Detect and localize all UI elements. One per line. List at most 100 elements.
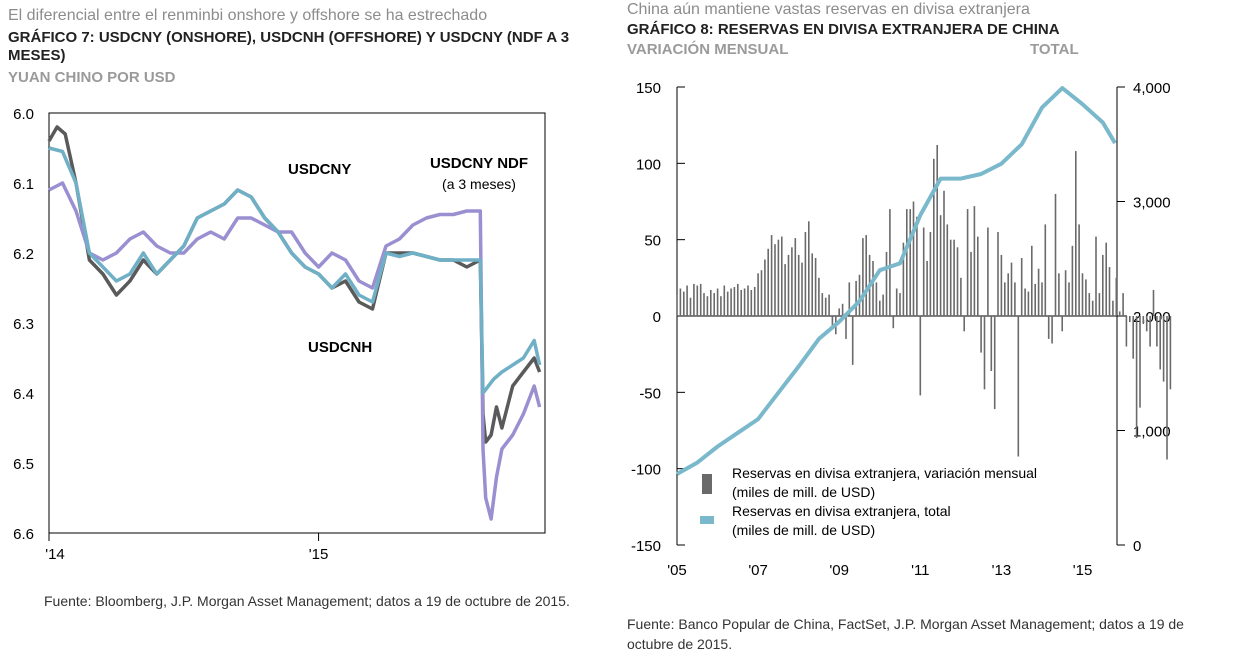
monthly-change-bar <box>821 293 824 316</box>
monthly-change-bar <box>926 261 928 316</box>
monthly-change-bar <box>1061 316 1063 332</box>
monthly-change-bar <box>770 235 773 316</box>
right-ytick-label: 150 <box>636 80 661 97</box>
total-reserves-line <box>676 86 1117 476</box>
ndf-annotation-line2: (a 3 meses) <box>442 176 516 192</box>
right-source: Fuente: Banco Popular de China, FactSet,… <box>627 616 1184 652</box>
monthly-change-bar <box>1166 316 1168 460</box>
left-xtick-label: '15 <box>309 546 329 563</box>
monthly-change-bar <box>1044 224 1047 316</box>
monthly-change-bar <box>885 251 888 316</box>
right-unit-right: TOTAL <box>1030 41 1079 58</box>
monthly-change-bar <box>906 209 908 316</box>
monthly-change-bar <box>706 296 709 316</box>
monthly-change-bar <box>1007 273 1009 316</box>
left-source: Fuente: Bloomberg, J.P. Morgan Asset Man… <box>44 593 570 609</box>
monthly-change-bar <box>676 294 678 316</box>
left-chart-title: GRÁFICO 7: USDCNY (ONSHORE), USDCNH (OFF… <box>8 29 570 64</box>
monthly-change-bar <box>933 158 935 316</box>
monthly-change-bar <box>1054 193 1057 316</box>
monthly-change-bar <box>720 296 722 316</box>
monthly-change-bar <box>1152 290 1155 316</box>
right-xtick-label: '05 <box>667 562 687 579</box>
right-ytick-label: -150 <box>631 538 661 555</box>
left-line-chart: 6.0 6.1 6.2 6.3 6.4 6.5 6.6 '14 '15 USDCNY USDC… <box>13 106 546 563</box>
monthly-change-bar <box>1156 316 1158 347</box>
monthly-change-bar <box>1031 245 1033 316</box>
right-ytick-label: -100 <box>631 462 661 479</box>
monthly-change-bar <box>970 251 972 316</box>
monthly-change-bar <box>1010 262 1013 316</box>
monthly-change-bar <box>882 294 884 316</box>
right-y2tick-label: 2,000 <box>1133 309 1171 326</box>
monthly-change-bar <box>855 280 857 316</box>
monthly-change-bar <box>1071 245 1074 316</box>
monthly-change-bar <box>683 291 685 316</box>
monthly-change-bar <box>862 238 864 316</box>
monthly-change-bar <box>716 288 719 316</box>
monthly-change-bar <box>953 239 955 316</box>
monthly-change-bar <box>1112 300 1114 316</box>
monthly-change-bar <box>1085 279 1087 316</box>
monthly-change-bar <box>949 239 952 316</box>
monthly-change-bar <box>1102 254 1104 316</box>
monthly-change-bar <box>922 227 925 316</box>
monthly-change-bar <box>828 294 830 316</box>
monthly-change-bar <box>767 248 769 316</box>
monthly-change-bar <box>831 316 834 329</box>
monthly-change-bar <box>733 287 736 316</box>
monthly-change-bar <box>997 232 999 316</box>
monthly-change-bar <box>966 209 969 316</box>
monthly-change-bar <box>1020 258 1023 316</box>
monthly-change-bar <box>818 277 820 316</box>
monthly-change-bar <box>1159 316 1161 370</box>
monthly-change-bar <box>808 221 810 316</box>
monthly-change-bar <box>851 316 854 365</box>
monthly-change-bar <box>1014 282 1016 316</box>
monthly-change-bar <box>983 316 986 390</box>
monthly-change-bar <box>753 287 756 316</box>
legend-bars-swatch <box>702 474 712 494</box>
monthly-change-bar <box>737 283 739 316</box>
monthly-change-bar <box>1169 316 1172 390</box>
monthly-change-bar <box>916 216 918 316</box>
monthly-change-bar <box>787 254 790 316</box>
left-ytick-label: 6.4 <box>13 386 34 403</box>
right-chart-title: GRÁFICO 8: RESERVAS EN DIVISA EXTRANJERA… <box>627 21 1060 38</box>
monthly-change-bar <box>1068 282 1070 316</box>
monthly-change-bar <box>781 236 783 316</box>
monthly-change-bar <box>912 201 915 316</box>
monthly-change-bar <box>757 273 759 316</box>
monthly-change-bar <box>747 285 749 316</box>
monthly-change-bar <box>841 303 844 316</box>
ndf-line <box>48 181 542 521</box>
monthly-change-bar <box>1017 316 1020 457</box>
monthly-change-bar <box>764 259 766 316</box>
left-ytick-label: 6.6 <box>13 526 34 543</box>
monthly-change-bar <box>703 293 705 316</box>
left-ytick-label: 6.5 <box>13 456 34 473</box>
monthly-change-bar <box>1135 316 1138 439</box>
monthly-change-bar <box>1051 316 1053 344</box>
right-xtick-label: '09 <box>829 562 849 579</box>
monthly-change-bar <box>1037 268 1040 316</box>
monthly-change-bar <box>990 316 993 371</box>
left-ytick-label: 6.0 <box>13 106 34 123</box>
right-ytick-label: 50 <box>644 233 661 250</box>
monthly-change-bar <box>679 288 682 316</box>
monthly-change-bar <box>1118 311 1121 316</box>
monthly-change-bar <box>777 239 780 316</box>
monthly-change-bar <box>1145 316 1148 332</box>
monthly-change-bar <box>1132 316 1134 359</box>
monthly-change-bar <box>895 288 898 316</box>
right-xtick-label: '07 <box>748 562 768 579</box>
monthly-change-bar <box>1075 151 1077 316</box>
monthly-change-bar <box>699 283 702 316</box>
right-xtick-label: '11 <box>911 562 929 579</box>
monthly-change-bar <box>1058 273 1060 316</box>
legend-total-swatch <box>700 516 714 524</box>
monthly-change-bar <box>973 206 976 316</box>
monthly-change-bar <box>689 297 692 316</box>
monthly-change-bar <box>794 238 797 316</box>
monthly-change-bar <box>1162 316 1165 382</box>
